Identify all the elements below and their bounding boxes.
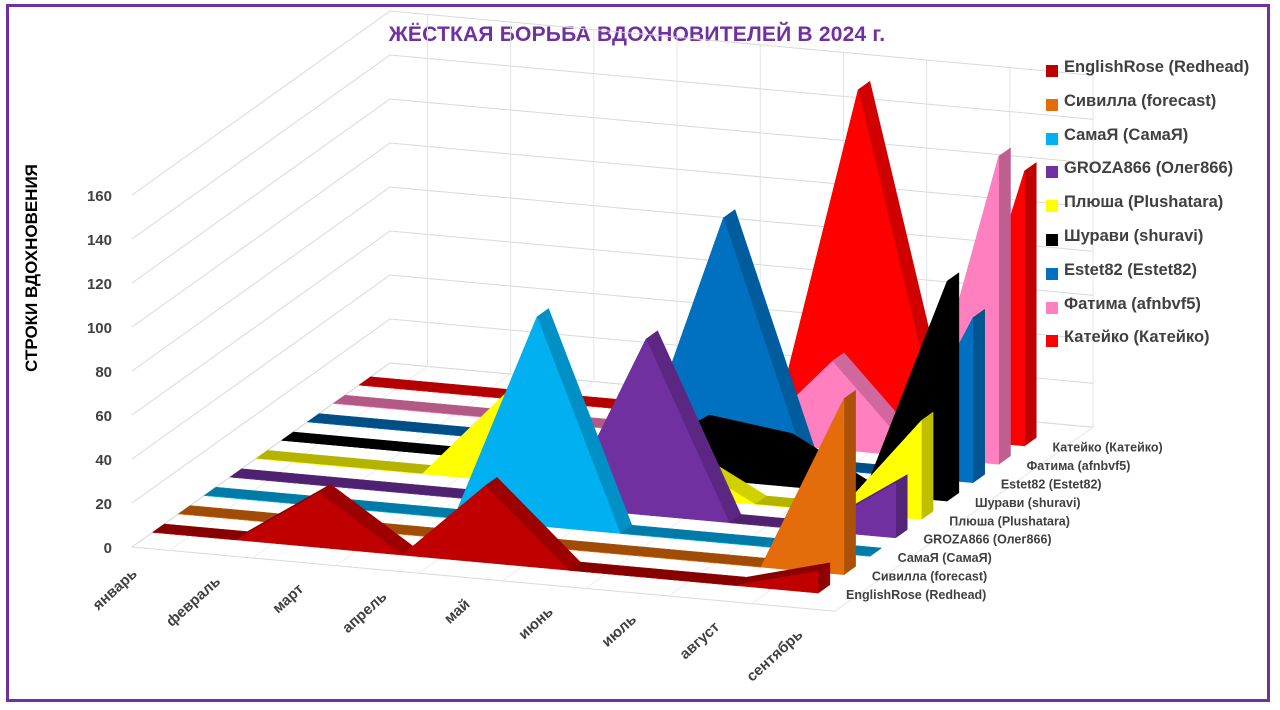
legend-swatch [1046,233,1058,246]
gridline-140 [131,54,1094,240]
legend-swatch [1046,132,1058,145]
y-tick-label: 20 [95,496,112,513]
legend-label: СамаЯ (СамаЯ) [1064,125,1189,144]
legend-label: Фатима (afnbvf5) [1064,294,1201,313]
legend-label: GROZA866 (Олег866) [1064,159,1234,178]
series-7-face [306,413,403,430]
series-6-endcap [946,272,960,502]
depth-axis-label: Estet82 (Estet82) [1001,478,1102,492]
legend-label: EnglishRose (Redhead) [1064,58,1250,76]
x-tick-label: март [269,581,307,617]
legend-label: Плюша (Plushatara) [1064,193,1224,212]
gridline-160 [131,10,1094,196]
series-1-face [151,523,249,541]
floor-line [834,426,1094,612]
legend-swatch [1046,166,1058,179]
legend-swatch [1046,200,1058,213]
x-tick-label: июль [598,611,639,651]
chart-frame: ЖЁСТКАЯ БОРЬБА ВДОХНОВИТЕЛЕЙ В 2024 г. [6,4,1270,702]
x-tick-label: январь [89,565,140,613]
y-tick-label: 140 [87,232,112,249]
depth-axis-label: Плюша (Plushatara) [949,514,1070,528]
y-tick-label: 80 [95,364,112,381]
series-4-area [229,338,896,539]
y-tick-label: 40 [95,452,112,469]
chart-title: ЖЁСТКАЯ БОРЬБА ВДОХНОВИТЕЛЕЙ В 2024 г. [388,23,886,46]
x-tick-label: август [676,619,723,663]
series-1-face [651,569,748,586]
y-axis-ticks: 0 20 40 60 80 100 120 140 160 [87,188,112,557]
depth-axis-label: GROZA866 (Олег866) [923,533,1051,547]
gridline-120 [131,98,1094,284]
depth-axis-label: Шурави (shuravi) [975,496,1081,510]
depth-axis-label: Катейко (Катейко) [1052,441,1162,455]
series-5-endcap [921,411,934,520]
y-tick-label: 60 [95,408,112,425]
y-tick-label: 0 [104,540,112,557]
series-2-face [177,505,274,522]
series-3-endcap [869,547,882,557]
series-2-face [593,543,690,560]
depth-axis-label: СамаЯ (СамаЯ) [898,551,992,565]
series-5-face [338,457,435,475]
series-8-endcap [998,147,1011,465]
legend-swatch [1046,301,1058,314]
series-2-endcap [843,389,856,576]
legend-label: Estet82 (Estet82) [1064,260,1197,279]
legend-label: Шурави (shuravi) [1064,226,1204,245]
y-tick-label: 160 [87,188,112,205]
depth-axis-label: EnglishRose (Redhead) [846,588,986,602]
series-layer [151,80,1037,594]
series-8-face [332,394,429,412]
series-3-face [203,486,300,504]
depth-axis-labels: EnglishRose (Redhead) Сивилла (forecast) С… [846,441,1163,602]
series-4-face [229,468,326,485]
series-9-face [358,376,455,393]
series-4-endcap [895,474,908,539]
series-2-face [676,550,774,568]
series-5-face [255,450,352,467]
series-6-face [280,431,378,449]
legend-swatch [1046,267,1058,280]
depth-axis-label: Сивилла (forecast) [872,570,987,584]
series-1 [151,477,831,594]
x-axis-ticks: январь февраль март апрель май июнь июль август… [89,565,806,685]
legend-swatch [1046,65,1058,77]
legend-swatch [1046,335,1058,348]
x-tick-label: май [441,596,474,628]
x-tick-label: февраль [163,573,224,630]
series-7-endcap [972,308,985,484]
series-1-face [567,561,665,579]
legend-swatch [1046,98,1058,111]
legend-label: Сивилла (forecast) [1064,91,1217,110]
x-tick-label: сентябрь [743,626,806,685]
depth-axis-label: Фатима (afnbvf5) [1027,459,1131,473]
series-3-face [619,524,716,542]
legend-label: Катейко (Катейко) [1064,328,1210,347]
y-tick-label: 120 [87,276,112,293]
y-tick-label: 100 [87,320,112,337]
series-9-endcap [1024,162,1037,447]
x-tick-label: июнь [515,603,556,643]
x-tick-label: апрель [339,588,390,637]
series-1-area [152,485,819,594]
